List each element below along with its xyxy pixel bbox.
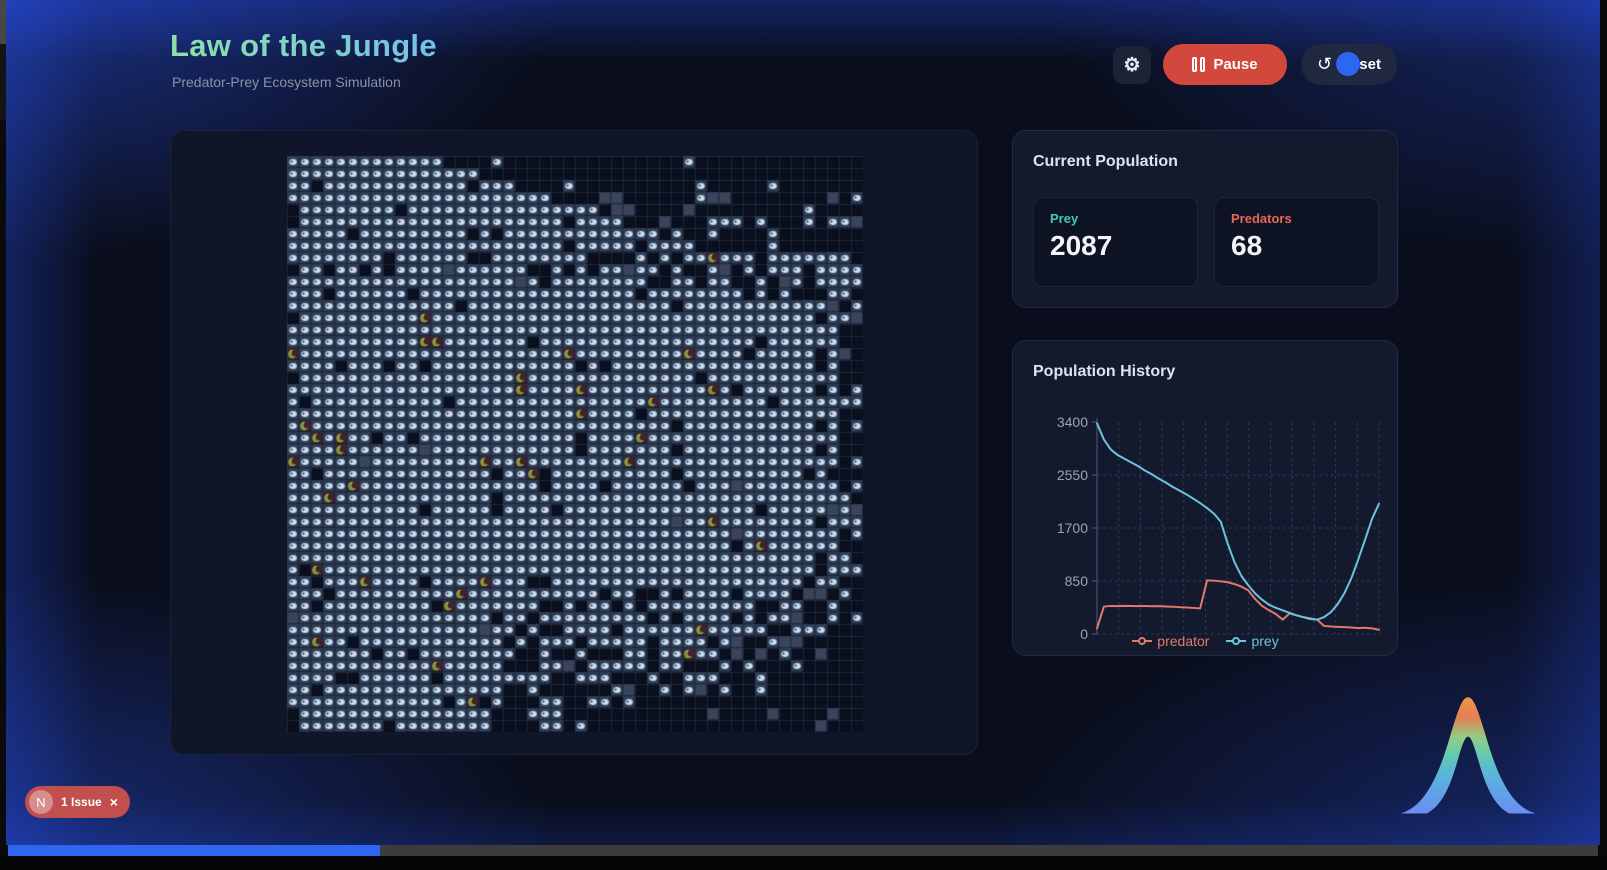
reset-icon: ↺	[1317, 54, 1333, 74]
current-population-card: Current Population Prey 2087 Predators 6…	[1012, 130, 1398, 308]
svg-text:850: 850	[1065, 573, 1089, 589]
population-history-card: Population History 0 850 1700 2550 3400 pred…	[1012, 340, 1398, 656]
right-edge-strip	[1600, 0, 1607, 870]
prey-label: Prey	[1050, 211, 1079, 226]
cursor-dot	[1336, 52, 1360, 76]
simulation-grid	[287, 156, 863, 732]
bottom-edge-strip	[0, 856, 1607, 870]
page-title: Law of the Jungle	[170, 28, 437, 63]
predators-stat-box: Predators 68	[1214, 197, 1379, 287]
prey-stat-box: Prey 2087	[1033, 197, 1198, 287]
svg-text:3400: 3400	[1057, 414, 1088, 430]
legend-item-prey[interactable]: prey	[1225, 633, 1279, 649]
predators-label: Predators	[1231, 211, 1292, 226]
svg-text:2550: 2550	[1057, 467, 1088, 483]
population-history-chart: 0 850 1700 2550 3400	[1057, 414, 1380, 642]
close-icon[interactable]: ×	[109, 794, 118, 810]
arch-logo-watermark	[1400, 697, 1536, 814]
legend-item-predator[interactable]: predator	[1131, 633, 1209, 649]
page-subtitle: Predator-Prey Ecosystem Simulation	[172, 74, 401, 90]
issue-badge-label: 1 Issue	[61, 795, 102, 809]
settings-button[interactable]: ⚙	[1113, 46, 1151, 84]
predators-value: 68	[1231, 230, 1263, 261]
chart-legend: predator prey	[1013, 633, 1397, 649]
legend-marker-prey	[1226, 637, 1247, 645]
pause-button[interactable]: Pause	[1163, 44, 1287, 85]
svg-text:1700: 1700	[1057, 520, 1088, 536]
current-population-heading: Current Population	[1033, 153, 1178, 170]
horizontal-scrollbar[interactable]	[0, 845, 1607, 856]
legend-label-predator: predator	[1157, 633, 1210, 649]
pause-button-label: Pause	[1213, 56, 1258, 73]
pause-icon	[1192, 57, 1206, 72]
gear-icon: ⚙	[1123, 54, 1141, 76]
issue-badge[interactable]: N 1 Issue ×	[25, 786, 130, 818]
scrollbar-thumb[interactable]	[8, 845, 380, 856]
left-edge-strip	[0, 0, 6, 870]
population-history-heading: Population History	[1033, 363, 1176, 380]
svg-text:0: 0	[1080, 626, 1088, 642]
scrollbar-track[interactable]	[8, 845, 1598, 856]
simulation-panel	[170, 130, 978, 755]
legend-label-prey: prey	[1251, 633, 1279, 649]
prey-value: 2087	[1050, 230, 1113, 261]
nextjs-logo-icon: N	[29, 790, 53, 814]
legend-marker-predator	[1132, 637, 1153, 645]
